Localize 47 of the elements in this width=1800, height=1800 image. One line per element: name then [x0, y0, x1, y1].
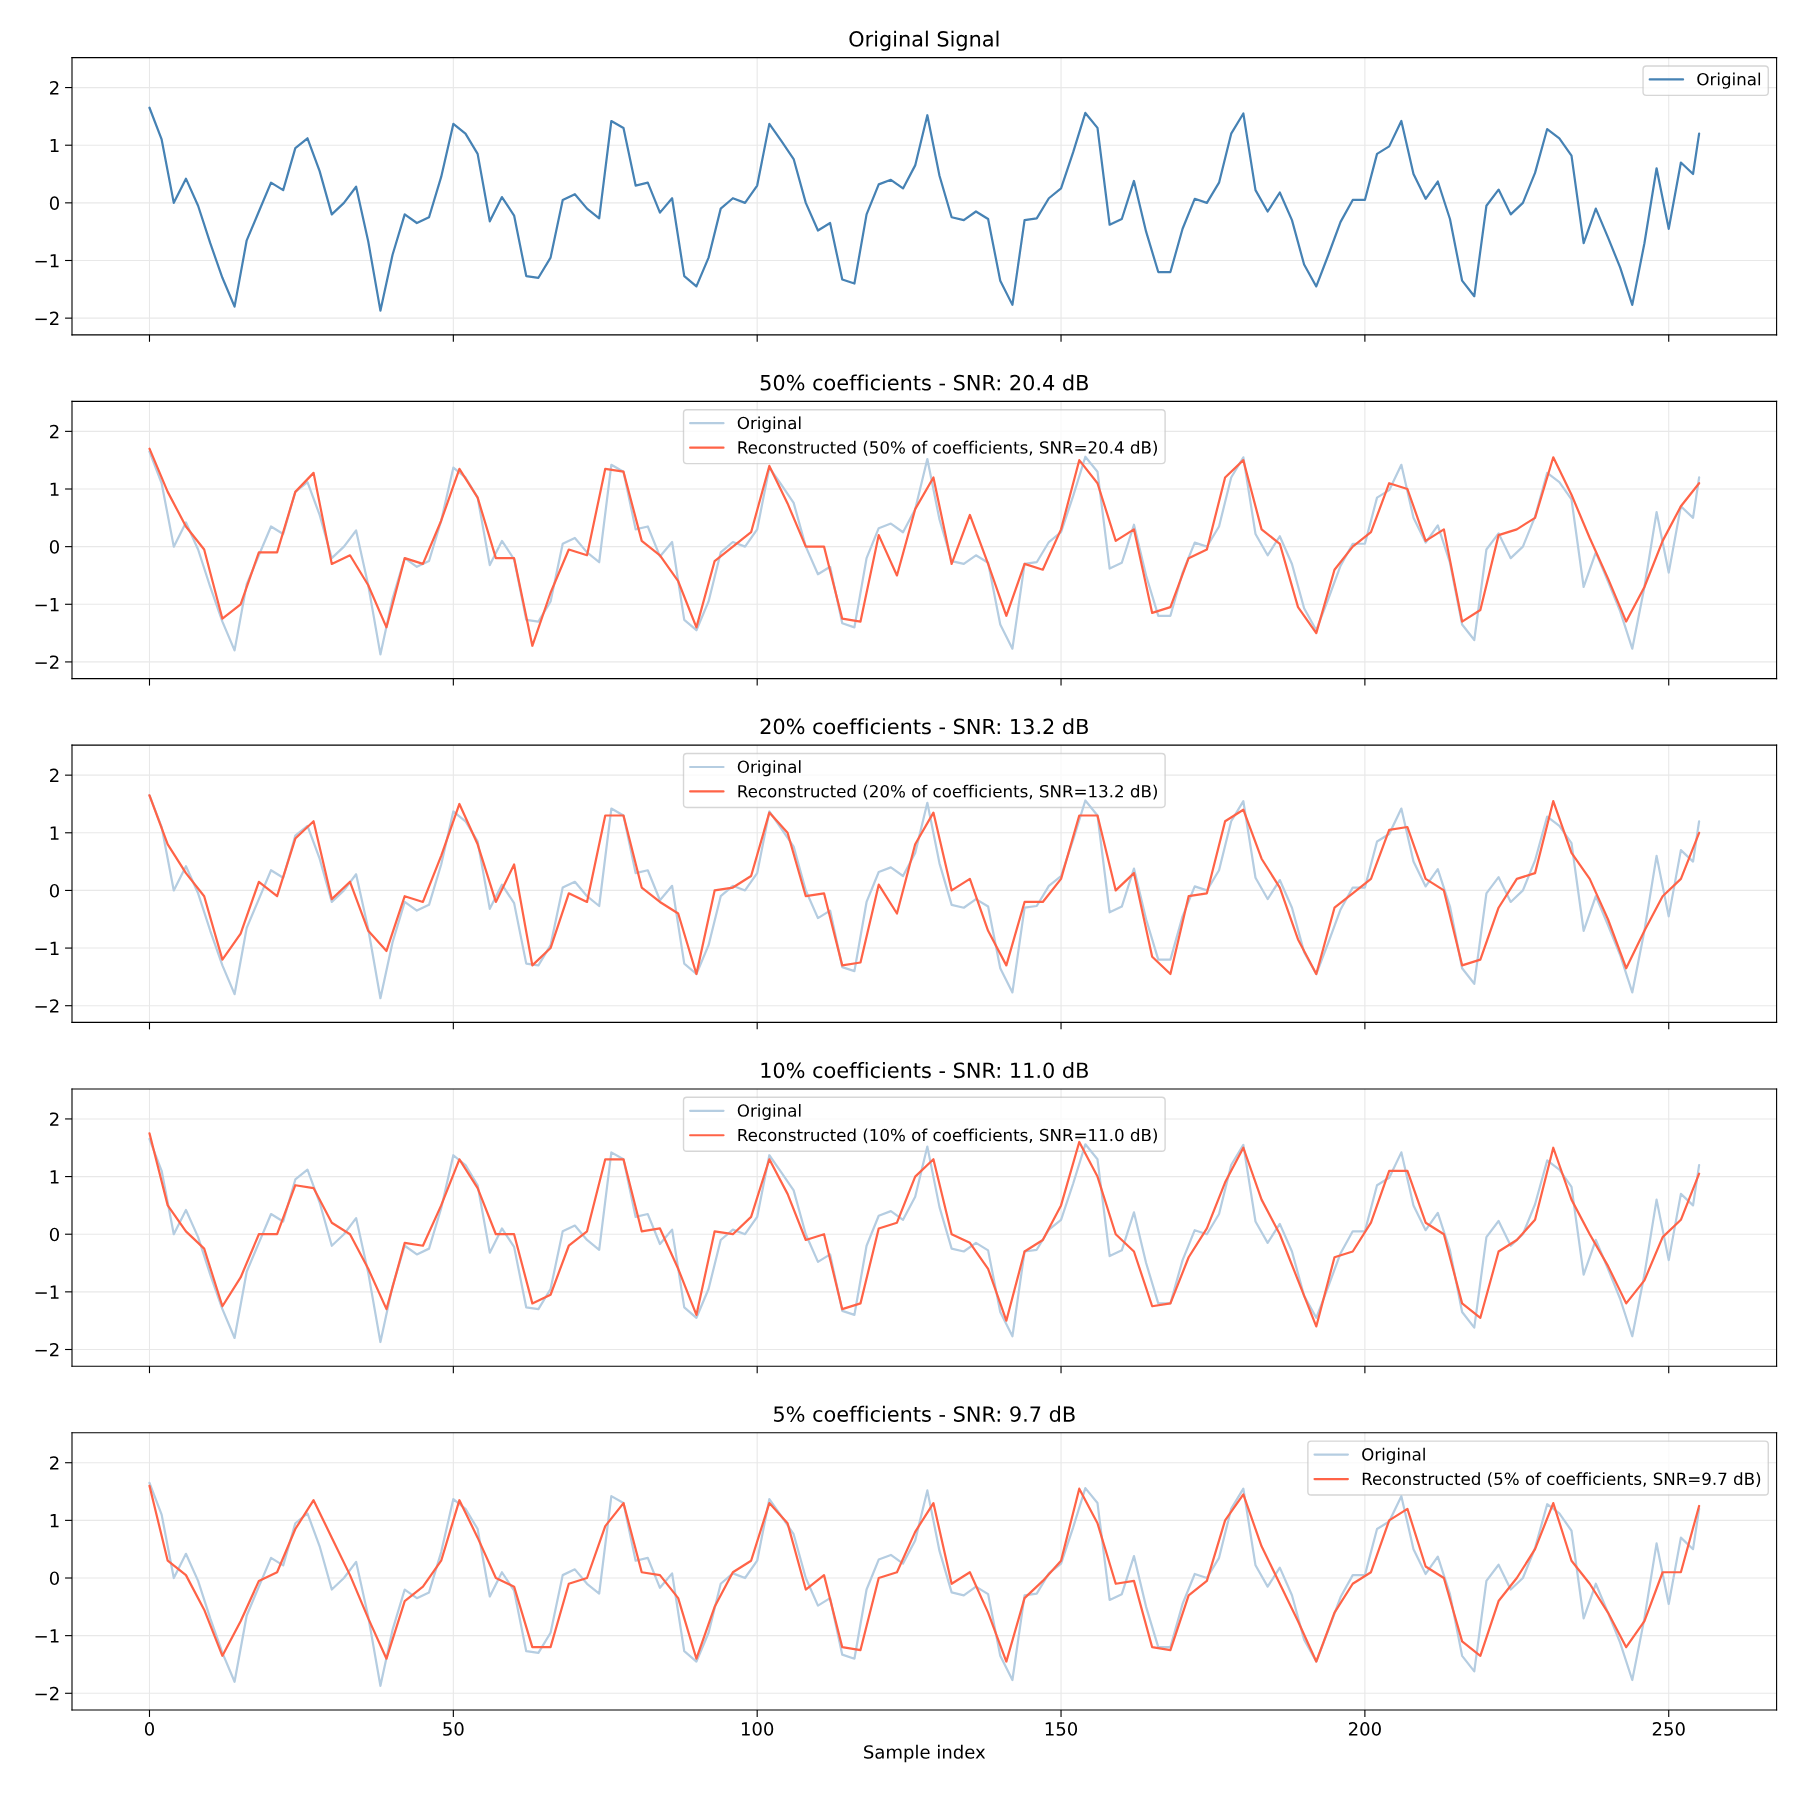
y-tick-label: 0 [49, 1227, 59, 1242]
y-tick-label: −1 [35, 1285, 59, 1299]
y-tick-label: 1 [50, 482, 59, 496]
y-tick-label: 0 [49, 540, 59, 554]
chart-title: 10% coefficients - SNR: 11.0 dB [761, 1062, 1088, 1079]
legend-label: Original [737, 416, 801, 433]
x-tick-label: 0 [144, 1722, 155, 1736]
y-tick-label: 0 [49, 196, 59, 210]
legend-label: Reconstructed (10% of coefficients, SNR=11.0 dB) [738, 1128, 1157, 1144]
y-tick-label: 1 [50, 1514, 59, 1528]
x-tick-label: 50 [443, 1722, 464, 1736]
y-tick-label: 2 [50, 1112, 59, 1126]
x-tick-label: 250 [1652, 1722, 1685, 1736]
y-tick-label: 0 [49, 883, 59, 898]
y-tick-label: 1 [50, 138, 59, 153]
y-tick-label: −1 [35, 941, 59, 955]
legend-label: Reconstructed (20% of coefficients, SNR=13.2 dB) [738, 784, 1157, 800]
line-series [148, 106, 1701, 312]
legend-label: Original [737, 760, 801, 777]
y-tick-label: −1 [35, 597, 59, 612]
y-tick-label: 2 [50, 768, 59, 783]
y-tick-label: 2 [50, 1456, 59, 1470]
y-tick-label: −2 [35, 1686, 59, 1701]
x-tick-label: 150 [1045, 1722, 1078, 1736]
x-axis-title: Sample index [864, 1744, 986, 1763]
legend-label: Reconstructed (5% of coefficients, SNR=9.7 dB) [1362, 1472, 1761, 1488]
x-tick-label: 200 [1348, 1722, 1381, 1736]
chart-title: 5% coefficients - SNR: 9.7 dB [774, 1405, 1075, 1422]
y-tick-label: −1 [35, 254, 59, 268]
y-tick-label: 2 [50, 81, 59, 95]
y-tick-label: −2 [35, 1342, 59, 1357]
chart-title: 20% coefficients - SNR: 13.2 dB [760, 718, 1088, 735]
y-tick-label: 1 [50, 826, 59, 840]
legend-label: Original [737, 1103, 801, 1121]
y-tick-label: 0 [49, 1571, 59, 1586]
legend-label: Original [1697, 72, 1761, 89]
y-tick-label: −2 [35, 999, 59, 1013]
x-tick-label: 100 [741, 1722, 774, 1736]
y-tick-label: 1 [50, 1170, 59, 1184]
chart-title: 50% coefficients - SNR: 20.4 dB [760, 374, 1088, 391]
y-tick-label: −2 [35, 311, 59, 325]
legend-label: Reconstructed (50% of coefficients, SNR=20.4 dB) [738, 440, 1157, 456]
y-tick-label: 2 [50, 424, 59, 439]
chart-title: Original Signal [849, 30, 999, 51]
y-tick-label: −1 [35, 1629, 59, 1643]
legend-label: Original [1362, 1447, 1425, 1464]
y-tick-label: −2 [35, 655, 59, 669]
